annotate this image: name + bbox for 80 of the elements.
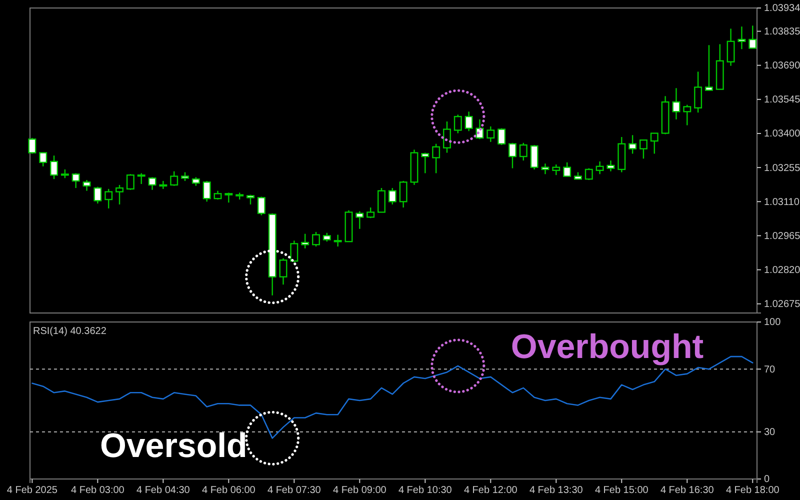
y-tick-label: 1.03545 [764, 94, 800, 106]
candlestick [704, 44, 713, 91]
x-tick-label: 4 Feb 12:00 [464, 485, 518, 496]
x-tick-label: 4 Feb 09:00 [332, 485, 387, 496]
candlestick [312, 231, 320, 248]
candlestick [694, 71, 702, 114]
y-tick-label: 100 [764, 317, 782, 328]
candlestick [726, 28, 735, 66]
candlestick [116, 184, 124, 206]
candlestick [552, 164, 560, 176]
y-tick-label: 1.02820 [764, 264, 800, 276]
candlestick [421, 152, 430, 174]
candlestick [530, 144, 538, 170]
candlestick [443, 120, 451, 154]
annotation: Oversold [100, 427, 248, 466]
candlestick [454, 114, 462, 134]
candlestick [50, 154, 58, 180]
y-tick-label: 1.03255 [764, 162, 800, 174]
candlestick [650, 132, 658, 154]
candlestick [28, 137, 36, 154]
candlestick [639, 139, 648, 160]
annotation: Overbought [510, 328, 704, 366]
x-tick-label: 4 Feb 07:30 [267, 485, 322, 496]
candlestick [301, 233, 310, 249]
candlestick [541, 162, 550, 175]
candlestick [378, 187, 386, 213]
candlestick [159, 180, 168, 190]
x-tick-label: 4 Feb 13:30 [529, 485, 584, 496]
y-tick-label: 0 [764, 474, 770, 486]
y-tick-label: 1.03110 [764, 196, 800, 208]
candlestick [366, 206, 375, 219]
candlestick [683, 104, 692, 126]
candlestick [334, 234, 342, 248]
candlestick [596, 160, 604, 175]
candlestick [606, 160, 615, 172]
x-tick-label: 4 Feb 18:00 [726, 485, 780, 496]
candlestick [257, 196, 266, 216]
candlestick [72, 172, 80, 189]
x-tick-label: 4 Feb 10:30 [398, 485, 452, 496]
candlestick [202, 180, 211, 202]
x-tick-label: 4 Feb 2025 [6, 485, 58, 496]
y-tick-label: 30 [764, 427, 776, 438]
y-tick-label: 1.02675 [764, 299, 800, 310]
candlestick [137, 172, 146, 185]
candlestick [104, 188, 113, 210]
chart-title: RSI(14) 40.3622 [33, 326, 107, 337]
candlestick [584, 168, 593, 181]
candlestick [356, 210, 364, 230]
candlestick [224, 192, 233, 204]
candlestick [628, 134, 637, 154]
candlestick [290, 240, 298, 263]
x-tick-label: 4 Feb 16:30 [660, 485, 714, 496]
x-tick-label: 4 Feb 06:00 [202, 485, 256, 496]
x-tick-label: 4 Feb 15:00 [594, 485, 649, 496]
y-tick-label: 1.03835 [764, 26, 800, 38]
y-tick-label: 1.03400 [764, 128, 800, 140]
candlestick [519, 142, 528, 162]
candlestick [39, 152, 48, 167]
candlestick [432, 143, 440, 174]
x-tick-label: 4 Feb 04:30 [136, 485, 190, 496]
candlestick [738, 26, 746, 50]
candlestick [126, 174, 134, 190]
candlestick [486, 126, 495, 143]
y-tick-label: 1.03934 [764, 3, 800, 14]
y-tick-label: 70 [764, 364, 776, 376]
x-tick-label: 4 Feb 03:00 [70, 485, 125, 496]
candlestick [94, 186, 102, 204]
y-tick-label: 1.03690 [764, 60, 800, 72]
candlestick [508, 142, 516, 169]
candlestick [82, 179, 91, 192]
candlestick [148, 176, 156, 190]
candlestick [279, 258, 288, 286]
y-tick-label: 1.02965 [764, 230, 800, 242]
candlestick [672, 88, 680, 120]
candlestick [399, 180, 408, 208]
candlestick [170, 170, 178, 186]
candlestick [498, 128, 506, 146]
candlestick [563, 162, 572, 177]
candlestick [388, 187, 396, 206]
candlestick [464, 111, 473, 132]
